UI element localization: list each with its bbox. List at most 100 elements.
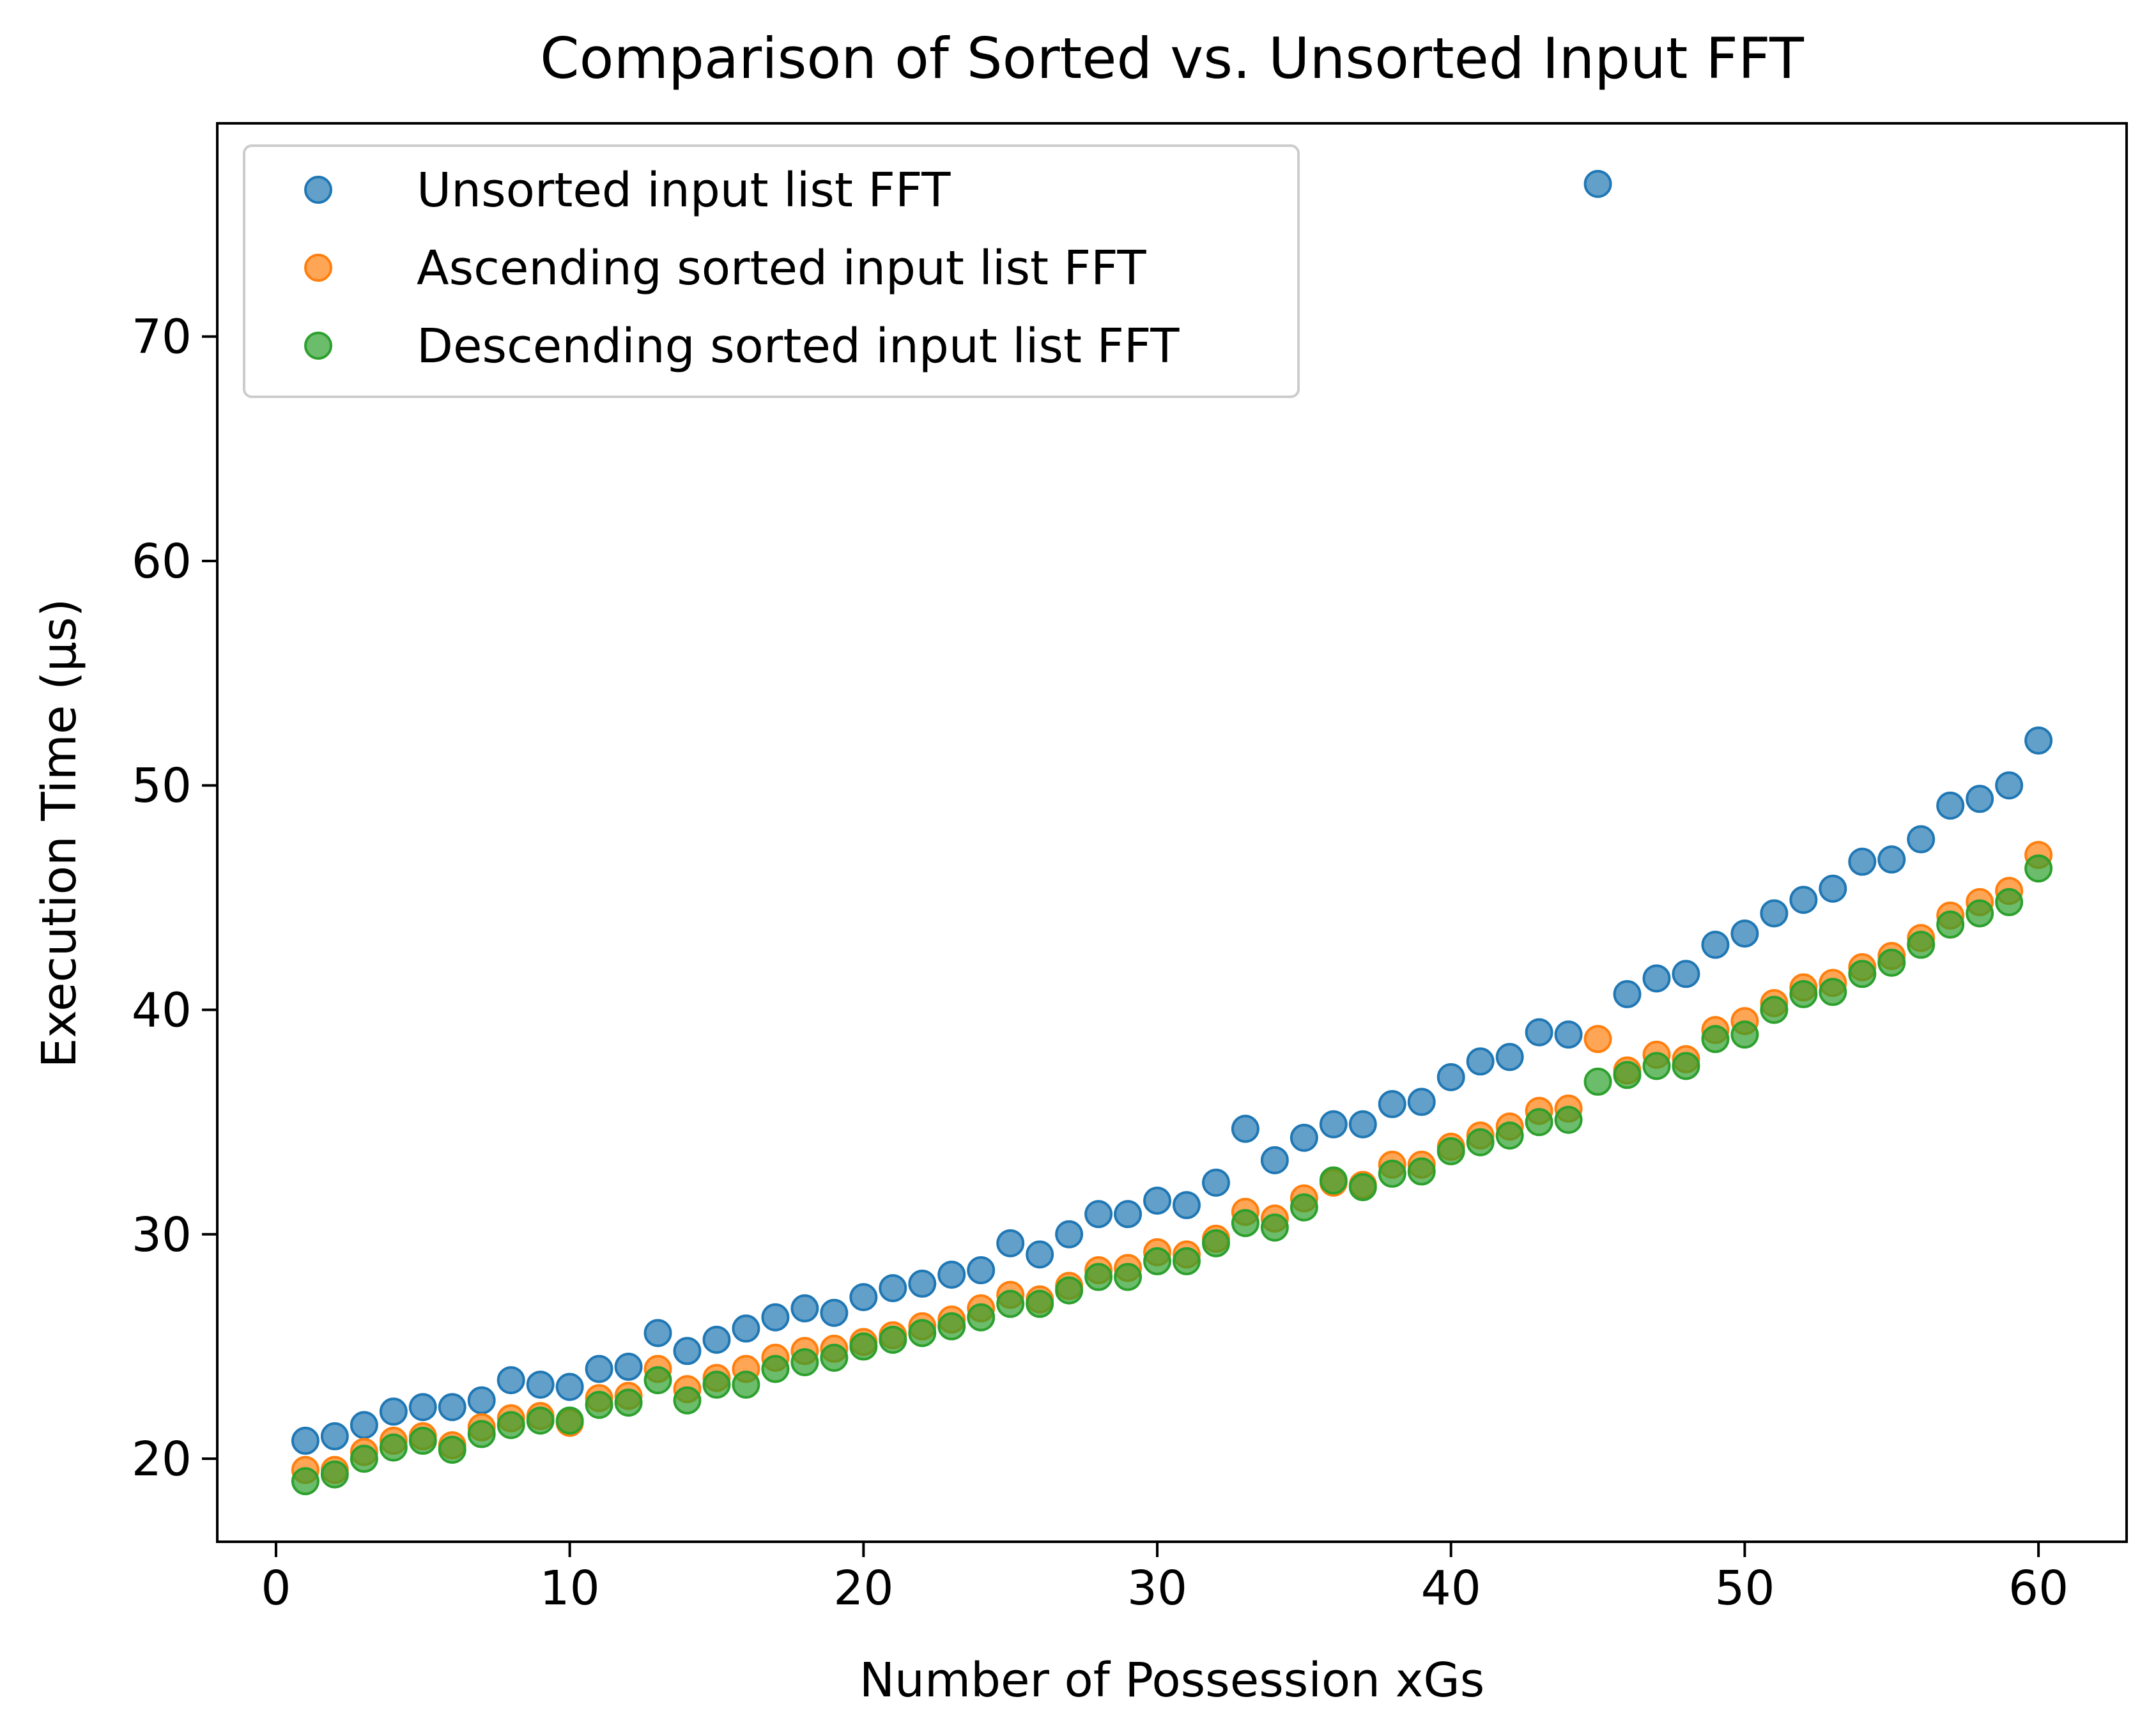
data-point	[937, 1260, 966, 1289]
data-point	[585, 1390, 613, 1419]
plot-area	[291, 169, 2053, 1496]
data-point	[1055, 1220, 1084, 1248]
data-point	[849, 1283, 878, 1312]
data-point	[908, 1270, 937, 1298]
data-point	[1583, 1067, 1612, 1096]
data-point	[1290, 1193, 1318, 1222]
data-point	[555, 1372, 584, 1401]
data-point	[1613, 979, 1642, 1008]
data-point	[967, 1256, 996, 1284]
data-point	[1848, 847, 1877, 876]
data-point	[820, 1298, 849, 1327]
legend-marker	[304, 254, 332, 282]
x-tick-label: 60	[2008, 1561, 2068, 1616]
data-point	[1378, 1159, 1406, 1188]
data-point	[1907, 825, 1936, 854]
data-point	[643, 1366, 672, 1395]
data-point	[614, 1388, 643, 1417]
x-tick-label: 50	[1714, 1561, 1775, 1616]
data-point	[1495, 1121, 1524, 1150]
data-point	[761, 1355, 790, 1383]
data-point	[1672, 1052, 1700, 1080]
data-point	[1231, 1209, 1259, 1238]
data-point	[1201, 1168, 1230, 1197]
data-point	[1789, 886, 1818, 914]
data-point	[790, 1348, 819, 1376]
data-point	[1819, 978, 1847, 1006]
x-tick-label: 30	[1127, 1561, 1187, 1616]
data-point	[1995, 887, 2024, 916]
data-point	[1966, 899, 1994, 928]
legend-marker	[304, 176, 332, 204]
data-point	[1172, 1247, 1201, 1275]
data-point	[996, 1289, 1025, 1318]
chart-title: Comparison of Sorted vs. Unsorted Input …	[540, 26, 1805, 91]
data-point	[1642, 1052, 1671, 1080]
x-tick-label: 40	[1421, 1561, 1481, 1616]
data-point	[350, 1411, 378, 1440]
x-tick-label: 20	[833, 1561, 893, 1616]
data-point	[1848, 960, 1877, 988]
data-point	[1436, 1137, 1465, 1165]
series-1	[291, 169, 2053, 1455]
data-point	[879, 1325, 907, 1354]
data-point	[1701, 1025, 1730, 1054]
data-point	[908, 1319, 937, 1348]
data-point	[1907, 930, 1936, 959]
data-point	[1172, 1191, 1201, 1220]
data-point	[1026, 1289, 1054, 1318]
data-point	[1260, 1146, 1289, 1174]
y-tick-label: 40	[132, 983, 192, 1038]
data-point	[1995, 771, 2024, 800]
data-point	[1760, 899, 1789, 928]
x-tick-label: 10	[540, 1561, 600, 1616]
data-point	[1730, 919, 1759, 948]
data-point	[1819, 874, 1847, 903]
data-point	[291, 1426, 320, 1455]
data-point	[1789, 979, 1818, 1008]
data-point	[761, 1303, 790, 1332]
legend-label: Unsorted input list FFT	[417, 163, 951, 218]
data-point	[1114, 1263, 1143, 1291]
data-point	[467, 1420, 496, 1448]
data-point	[1936, 791, 1965, 820]
data-point	[408, 1393, 437, 1422]
data-point	[1495, 1043, 1524, 1072]
data-point	[1143, 1187, 1172, 1215]
x-tick-label: 0	[261, 1561, 291, 1616]
data-point	[1084, 1200, 1113, 1229]
data-point	[1466, 1128, 1495, 1156]
data-point	[820, 1343, 849, 1372]
data-point	[643, 1319, 672, 1348]
data-point	[1583, 169, 1612, 198]
y-axis-label: Execution Time (µs)	[32, 599, 87, 1068]
series-3	[291, 854, 2053, 1496]
data-point	[967, 1303, 996, 1332]
data-point	[1201, 1229, 1230, 1257]
y-tick-label: 50	[132, 758, 192, 813]
data-point	[1877, 845, 1906, 874]
data-point	[1290, 1123, 1318, 1152]
data-point	[1231, 1114, 1259, 1143]
y-tick-label: 60	[132, 534, 192, 589]
data-point	[1877, 948, 1906, 977]
data-point	[849, 1332, 878, 1361]
data-point	[1966, 785, 1994, 813]
data-point	[1554, 1105, 1583, 1134]
data-point	[1407, 1157, 1436, 1186]
y-axis: 20 30 40 50 60 70	[132, 310, 217, 1487]
data-point	[379, 1397, 408, 1426]
legend: Unsorted input list FFT Ascending sorted …	[243, 144, 1300, 398]
data-point	[1760, 995, 1789, 1024]
data-point	[673, 1337, 702, 1365]
data-point	[438, 1393, 466, 1422]
data-point	[937, 1312, 966, 1340]
data-point	[1554, 1020, 1583, 1049]
data-point	[732, 1314, 760, 1343]
data-point	[1407, 1087, 1436, 1116]
y-tick-label: 70	[132, 310, 192, 365]
data-point	[585, 1355, 613, 1383]
data-point	[467, 1386, 496, 1415]
data-point	[1348, 1173, 1377, 1201]
